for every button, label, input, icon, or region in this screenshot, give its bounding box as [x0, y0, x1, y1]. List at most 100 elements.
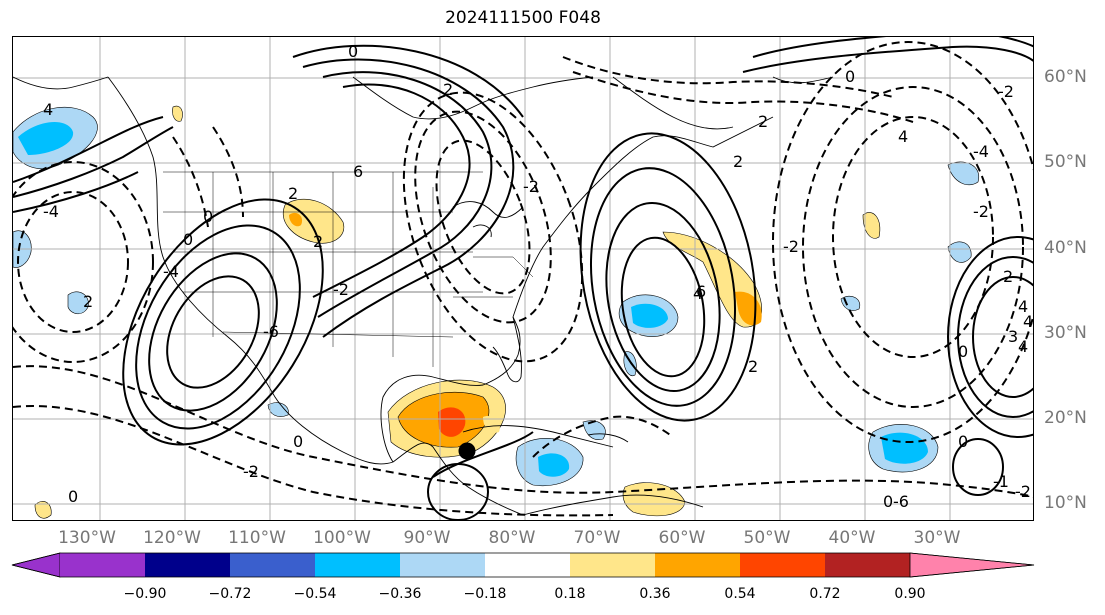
contour-label: 0: [68, 487, 78, 506]
coastlines: [13, 76, 834, 516]
lon-label-80w: 80°W: [488, 528, 536, 548]
dash-mid-1: [435, 139, 531, 295]
contour-n-4: [292, 44, 524, 118]
contour-label: 2: [1003, 267, 1013, 286]
shading-layer: [13, 105, 980, 519]
contour-sw-2: [148, 252, 278, 412]
contour-atl-2: [605, 201, 721, 393]
contour-label: 4: [693, 284, 703, 303]
shade-yellow-gom: [483, 416, 500, 433]
lon-label-30w: 30°W: [913, 528, 961, 548]
lat-label-50n: 50°N: [1044, 152, 1087, 172]
lon-label-40w: 40°W: [828, 528, 876, 548]
contour-n-3: [302, 58, 515, 338]
map-canvas: 0 2 4 6 -2 -4 -6 2 0 -2 -4 2 4 -2 0 2 -2…: [13, 37, 1033, 520]
political-borders: [163, 171, 534, 367]
lon-label-70w: 70°W: [573, 528, 621, 548]
colorbar-tick-label: 0.36: [639, 586, 671, 602]
colorbar-tick-label: −0.54: [293, 586, 337, 602]
coast-hispaniola: [587, 433, 629, 443]
map-panel: 0 2 4 6 -2 -4 -6 2 0 -2 -4 2 4 -2 0 2 -2…: [12, 36, 1034, 521]
lon-label-130w: 130°W: [58, 528, 116, 548]
contour-label: 0: [958, 342, 968, 361]
lat-label-40n: 40°N: [1044, 238, 1087, 258]
contour-labels: 0 2 4 6 -2 -4 -6 2 0 -2 -4 2 4 -2 0 2 -2…: [43, 42, 1033, 511]
contour-label: -4: [163, 262, 179, 281]
contour-wc-2: [13, 126, 174, 198]
dash-top-1: [562, 56, 894, 98]
colorbar-seg-1: [60, 553, 145, 577]
contours: [13, 37, 1033, 520]
colorbar-seg-9: [740, 553, 825, 577]
coast-north-america-west: [107, 76, 524, 516]
coast-greenland: [772, 76, 834, 84]
lon-label-90w: 90°W: [403, 528, 451, 548]
contour-label: 2: [288, 184, 298, 203]
contour-label: 2: [313, 232, 323, 251]
contour-label: 2: [748, 357, 758, 376]
dash-top-2: [572, 71, 914, 123]
contour-label: 4: [1023, 312, 1033, 331]
contour-label: -4: [973, 142, 989, 161]
lat-label-60n: 60°N: [1044, 67, 1087, 87]
colorbar-tick-label: 0.18: [554, 586, 586, 602]
lon-label-120w: 120°W: [143, 528, 201, 548]
lon-label-100w: 100°W: [313, 528, 371, 548]
colorbar-tick-label: 0.90: [894, 586, 926, 602]
contour-label: -2: [783, 237, 799, 256]
colorbar-seg-10: [825, 553, 910, 577]
contour-label: 4: [1018, 337, 1028, 356]
colorbar-tick-label: 0.54: [724, 586, 756, 602]
colorbar-seg-5: [400, 553, 485, 577]
coast-hudson: [352, 76, 594, 120]
colorbar-tick-label: −0.36: [378, 586, 422, 602]
contour-label: 6: [353, 162, 363, 181]
contour-label: 0: [293, 432, 303, 451]
contour-label: 0: [845, 67, 855, 86]
storm-position-marker: [458, 442, 476, 460]
shade-blue-carib2: [582, 420, 606, 440]
contour-label: -2: [998, 82, 1014, 101]
contour-label: 2: [758, 112, 768, 131]
dash-nw-1: [17, 191, 129, 333]
colorbar-outline: [11, 552, 1035, 578]
contour-label: 2: [83, 292, 93, 311]
contour-label: 0: [348, 42, 358, 61]
coast-florida: [492, 316, 522, 383]
contour-label: -2: [243, 462, 259, 481]
contour-label: 3: [1008, 327, 1018, 346]
dash-s-2: [13, 405, 614, 517]
contour-atl-4: [579, 132, 757, 422]
plot-title: 2024111500 F048: [445, 8, 601, 28]
colorbar-seg-8: [655, 553, 740, 577]
contour-sw-1: [166, 275, 260, 389]
shade-blue-ea3: [947, 161, 980, 186]
lat-label-10n: 10°N: [1044, 493, 1087, 513]
contour-label: 4: [43, 100, 53, 119]
colorbar-seg-4: [315, 553, 400, 577]
coast-cuba: [462, 425, 614, 448]
colorbar-seg-2: [145, 553, 230, 577]
contour-s-3: [432, 431, 534, 478]
contour-sw-4: [122, 198, 324, 446]
contour-n-2: [317, 71, 493, 318]
colorbar-tick-label: −0.90: [123, 586, 167, 602]
contour-label: 2: [443, 80, 453, 99]
colorbar: [11, 552, 1035, 578]
dash-e-3: [772, 41, 1033, 443]
contour-wc-1: [13, 116, 164, 183]
contour-label: -2: [523, 177, 539, 196]
colorbar-tick-label: −0.18: [463, 586, 507, 602]
contour-e-3: [947, 236, 1033, 438]
shade-cyan-nw: [18, 121, 74, 155]
colorbar-seg-0: [11, 552, 61, 578]
great-lakes: [452, 201, 524, 238]
contour-e-1: [972, 276, 1033, 398]
contour-label: 0: [883, 492, 893, 511]
contour-sw-3: [135, 224, 301, 430]
coast-east: [512, 116, 774, 318]
contour-label: 4: [898, 127, 908, 146]
contour-top-1: [752, 37, 1033, 58]
shade-blue-w2: [67, 291, 89, 315]
shade-cyan-carib: [538, 453, 570, 477]
